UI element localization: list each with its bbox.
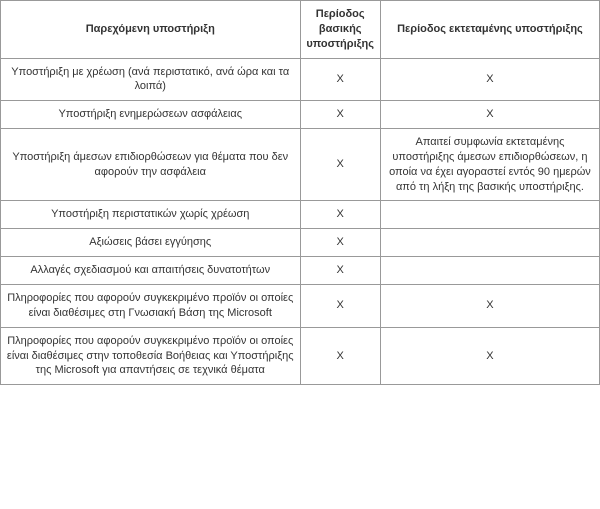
row-basic: X bbox=[300, 129, 380, 201]
row-label: Πληροφορίες που αφορούν συγκεκριμένο προ… bbox=[1, 327, 301, 385]
table-row: Υποστήριξη περιστατικών χωρίς χρέωση X bbox=[1, 201, 600, 229]
row-label: Αξιώσεις βάσει εγγύησης bbox=[1, 229, 301, 257]
support-table: Παρεχόμενη υποστήριξη Περίοδος βασικής υ… bbox=[0, 0, 600, 385]
row-basic: X bbox=[300, 58, 380, 101]
row-extended: X bbox=[380, 58, 599, 101]
row-basic: X bbox=[300, 201, 380, 229]
row-label: Αλλαγές σχεδιασμού και απαιτήσεις δυνατο… bbox=[1, 257, 301, 285]
row-extended: X bbox=[380, 327, 599, 385]
table-row: Αξιώσεις βάσει εγγύησης X bbox=[1, 229, 600, 257]
support-table-container: Παρεχόμενη υποστήριξη Περίοδος βασικής υ… bbox=[0, 0, 600, 385]
row-label: Υποστήριξη ενημερώσεων ασφάλειας bbox=[1, 101, 301, 129]
table-row: Πληροφορίες που αφορούν συγκεκριμένο προ… bbox=[1, 327, 600, 385]
table-header-row: Παρεχόμενη υποστήριξη Περίοδος βασικής υ… bbox=[1, 1, 600, 59]
row-label: Υποστήριξη περιστατικών χωρίς χρέωση bbox=[1, 201, 301, 229]
col-header-basic-period: Περίοδος βασικής υποστήριξης bbox=[300, 1, 380, 59]
table-row: Υποστήριξη ενημερώσεων ασφάλειας X X bbox=[1, 101, 600, 129]
row-extended bbox=[380, 229, 599, 257]
table-row: Υποστήριξη άμεσων επιδιορθώσεων για θέμα… bbox=[1, 129, 600, 201]
row-basic: X bbox=[300, 229, 380, 257]
row-extended bbox=[380, 257, 599, 285]
col-header-extended-period: Περίοδος εκτεταμένης υποστήριξης bbox=[380, 1, 599, 59]
row-extended bbox=[380, 201, 599, 229]
table-row: Πληροφορίες που αφορούν συγκεκριμένο προ… bbox=[1, 284, 600, 327]
row-extended: Απαιτεί συμφωνία εκτεταμένης υποστήριξης… bbox=[380, 129, 599, 201]
col-header-provided-support: Παρεχόμενη υποστήριξη bbox=[1, 1, 301, 59]
row-basic: X bbox=[300, 327, 380, 385]
row-basic: X bbox=[300, 257, 380, 285]
row-label: Υποστήριξη άμεσων επιδιορθώσεων για θέμα… bbox=[1, 129, 301, 201]
row-label: Υποστήριξη με χρέωση (ανά περιστατικό, α… bbox=[1, 58, 301, 101]
row-extended: X bbox=[380, 284, 599, 327]
row-label: Πληροφορίες που αφορούν συγκεκριμένο προ… bbox=[1, 284, 301, 327]
table-row: Υποστήριξη με χρέωση (ανά περιστατικό, α… bbox=[1, 58, 600, 101]
row-basic: X bbox=[300, 284, 380, 327]
row-extended: X bbox=[380, 101, 599, 129]
table-row: Αλλαγές σχεδιασμού και απαιτήσεις δυνατο… bbox=[1, 257, 600, 285]
row-basic: X bbox=[300, 101, 380, 129]
